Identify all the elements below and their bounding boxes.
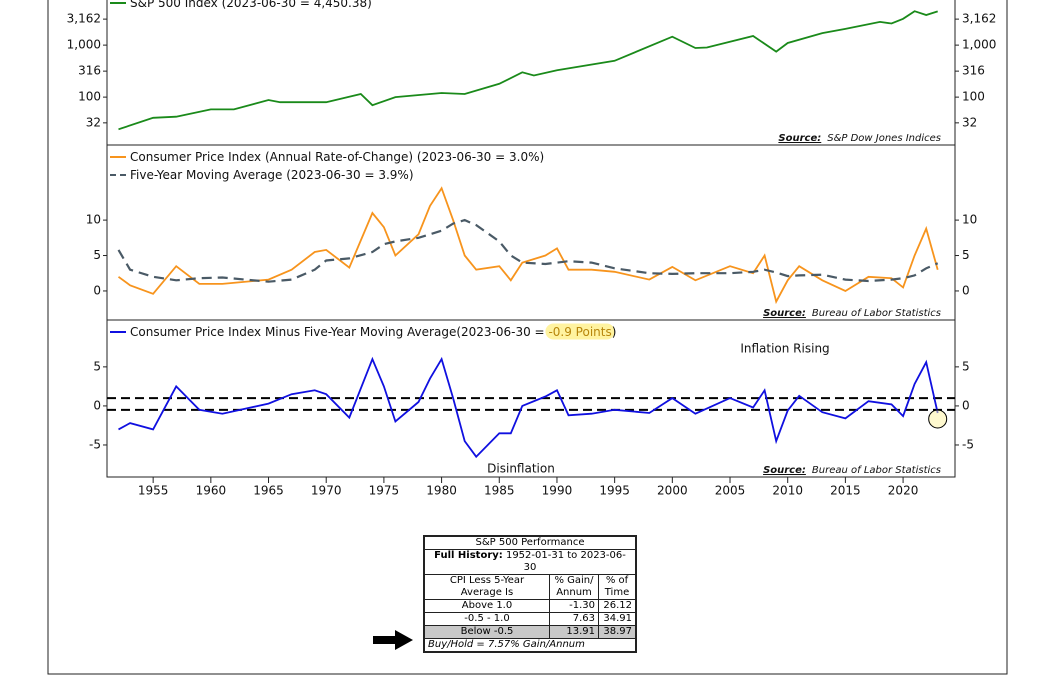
legend-label: Consumer Price Index (Annual Rate-of-Cha…	[130, 150, 544, 164]
annotation: Inflation Rising	[740, 342, 829, 356]
source: Source: Bureau of Labor Statistics	[763, 308, 941, 319]
legend-text: Consumer Price Index (Annual Rate-of-Cha…	[130, 150, 544, 164]
source-text: Bureau of Labor Statistics	[812, 465, 941, 476]
y-tick-label: 0	[962, 398, 970, 412]
y-tick-label: 0	[962, 283, 970, 297]
x-tick-label: 1985	[484, 484, 515, 498]
plot-frame	[106, 0, 956, 146]
source: Source: Bureau of Labor Statistics	[763, 465, 941, 476]
header-cell: % of Time	[598, 574, 636, 600]
y-tick-label: 316	[78, 64, 101, 78]
y-tick-label: 5	[93, 248, 101, 262]
legend-text: Five-Year Moving Average (2023-06-30 = 3…	[130, 168, 414, 182]
header-cell: % Gain/ Annum	[549, 574, 599, 600]
cell: -1.30	[549, 599, 599, 613]
y-tick-label: 0	[93, 398, 101, 412]
subtitle: 1952-01-31 to 2023-06-30	[505, 550, 626, 573]
y-tick-label: 10	[962, 213, 977, 227]
cell: 26.12	[598, 599, 636, 613]
cell: 34.91	[598, 612, 636, 626]
annotation: Disinflation	[487, 462, 555, 476]
x-tick-label: 1960	[196, 484, 227, 498]
frame	[47, 0, 1008, 675]
legend-label: Five-Year Moving Average (2023-06-30 = 3…	[130, 168, 414, 182]
x-tick-label: 2005	[715, 484, 746, 498]
x-tick-label: 1955	[138, 484, 169, 498]
last-point	[928, 409, 948, 429]
x-tick-label: 1995	[599, 484, 630, 498]
legend-text: S&P 500 Index (2023-06-30 = 4,450.38)	[130, 0, 372, 10]
y-tick-label: 0	[93, 283, 101, 297]
arrow	[373, 630, 413, 650]
table-title: S&P 500 Performance	[424, 536, 636, 550]
series-line	[118, 356, 939, 459]
source-label: Source:	[763, 308, 806, 319]
table-footer: Buy/Hold = 7.57% Gain/Annum	[424, 638, 636, 652]
performance-table: S&P 500 Performance Full History: 1952-0…	[423, 535, 637, 653]
cell: Below -0.5	[424, 625, 550, 639]
x-tick-label: 2010	[772, 484, 803, 498]
series-line	[118, 10, 938, 131]
x-tick-label: 1975	[369, 484, 400, 498]
y-tick-label: 100	[962, 90, 985, 104]
header-cell: CPI Less 5-Year Average Is	[424, 574, 550, 600]
x-tick-label: 1980	[426, 484, 457, 498]
cell: 38.97	[598, 625, 636, 639]
legend-text: )	[612, 325, 617, 339]
legend-label: Consumer Price Index Minus Five-Year Mov…	[130, 325, 616, 339]
highlight-glow	[545, 323, 615, 340]
y-tick-label: -5	[962, 437, 974, 451]
cell: 7.63	[549, 612, 599, 626]
y-tick-label: 100	[78, 90, 101, 104]
x-tick-label: 2020	[888, 484, 919, 498]
source-text: Bureau of Labor Statistics	[812, 308, 941, 319]
x-tick-label: 2015	[830, 484, 861, 498]
y-tick-label: 10	[86, 213, 101, 227]
x-tick-label: 1970	[311, 484, 342, 498]
cell: -0.5 - 1.0	[424, 612, 550, 626]
table-subtitle: Full History: 1952-01-31 to 2023-06-30	[424, 549, 636, 575]
y-tick-label: 3,162	[962, 12, 996, 26]
source-text: S&P Dow Jones Indices	[827, 133, 941, 144]
y-tick-label: 316	[962, 64, 985, 78]
cell: 13.91	[549, 625, 599, 639]
series-line	[117, 186, 939, 305]
y-tick-label: 5	[93, 359, 101, 373]
x-tick-label: 2000	[657, 484, 688, 498]
y-tick-label: 5	[962, 359, 970, 373]
y-tick-label: 1,000	[67, 38, 101, 52]
y-tick-label: 32	[86, 115, 101, 129]
series-line	[117, 218, 939, 283]
subtitle-label: Full History:	[434, 550, 503, 561]
y-tick-label: 5	[962, 248, 970, 262]
cell: Above 1.0	[424, 599, 550, 613]
source-label: Source:	[778, 133, 821, 144]
y-tick-label: 32	[962, 115, 977, 129]
y-tick-label: -5	[89, 437, 101, 451]
legend-label: S&P 500 Index (2023-06-30 = 4,450.38)	[130, 0, 372, 10]
x-tick-label: 1990	[542, 484, 573, 498]
y-tick-label: 3,162	[67, 12, 101, 26]
y-tick-label: 1,000	[962, 38, 996, 52]
legend-highlight: -0.9 Points	[548, 325, 611, 339]
source-label: Source:	[763, 465, 806, 476]
source: Source: S&P Dow Jones Indices	[778, 133, 941, 144]
legend-text: Consumer Price Index Minus Five-Year Mov…	[130, 325, 548, 339]
x-tick-label: 1965	[253, 484, 284, 498]
